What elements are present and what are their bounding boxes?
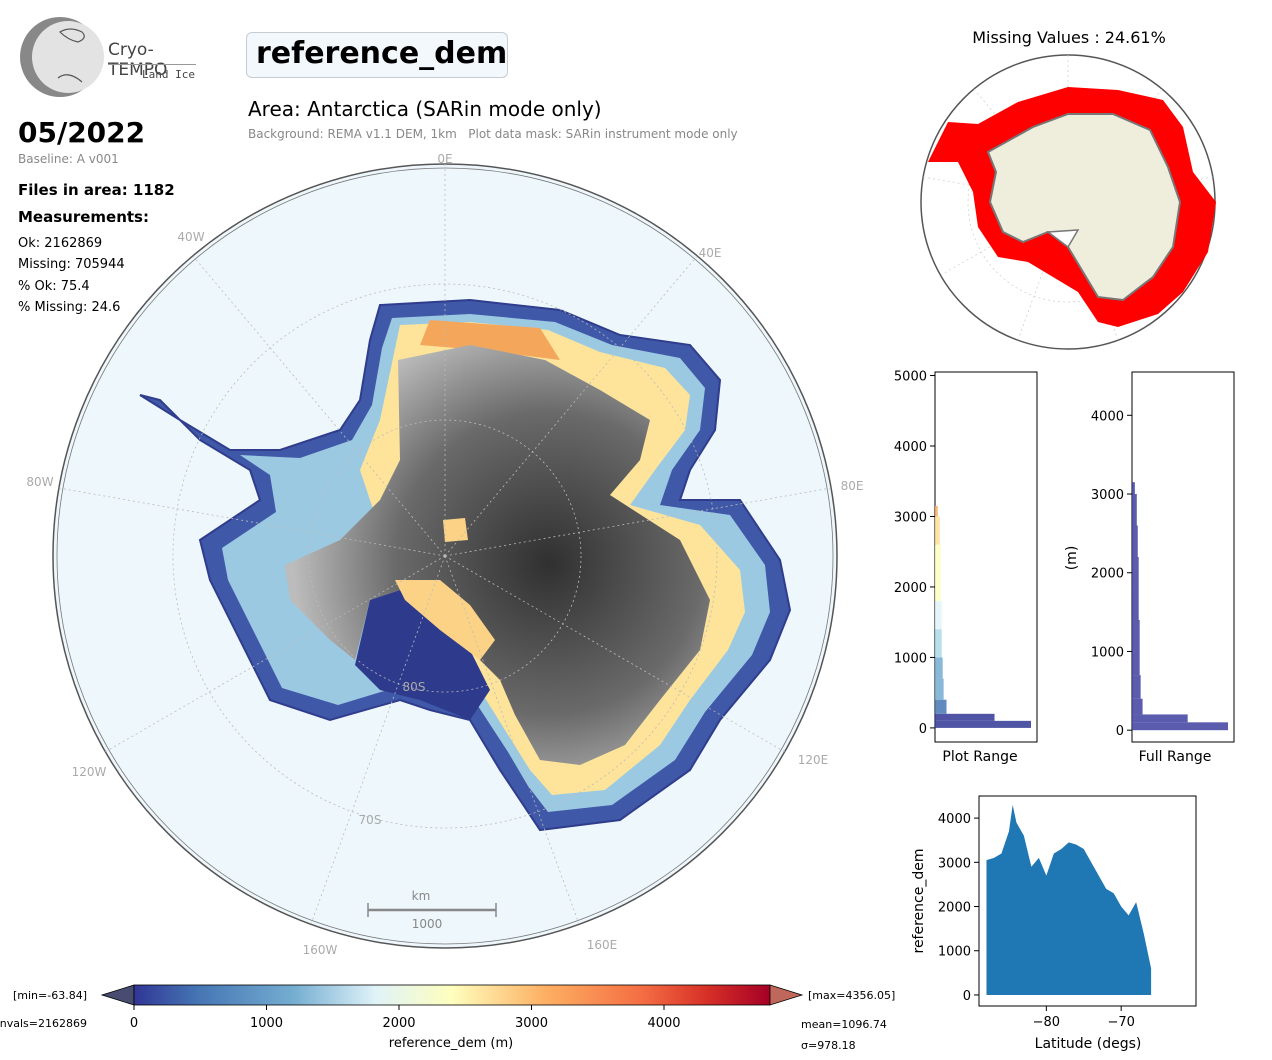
measurements-heading: Measurements: bbox=[18, 208, 149, 226]
logo-emblem-icon bbox=[20, 17, 104, 97]
histogram-bar bbox=[935, 629, 942, 658]
y-tick-label: 0 bbox=[1116, 724, 1124, 739]
histogram-bar bbox=[935, 720, 1031, 728]
baseline-label: Baseline: A v001 bbox=[18, 152, 119, 166]
cryo-tempo-logo: Cryo-TEMPO Land Ice bbox=[18, 16, 208, 102]
colorbar-tick-label: 3000 bbox=[515, 1016, 548, 1031]
histogram-ylabel: (m) bbox=[1064, 546, 1080, 571]
histogram-bar bbox=[1132, 482, 1135, 495]
scatter-xlabel: Latitude (degs) bbox=[1035, 1036, 1142, 1052]
lon-label: 80E bbox=[841, 479, 864, 493]
y-tick-label: 2000 bbox=[938, 901, 971, 916]
interior-dem bbox=[285, 345, 710, 765]
histogram-bar bbox=[1132, 525, 1138, 557]
y-tick-label: 3000 bbox=[894, 510, 927, 525]
y-tick-label: 2000 bbox=[1091, 567, 1124, 582]
scatter-points bbox=[986, 804, 1152, 995]
plot-range-histogram: 0 1000 2000 3000 4000 5000 Plot Range bbox=[894, 370, 1038, 765]
date-label: 05/2022 bbox=[18, 116, 146, 149]
colorbar-max-arrow bbox=[769, 984, 804, 1006]
lat-label: 70S bbox=[359, 813, 382, 827]
histogram-bar bbox=[1132, 619, 1140, 652]
colorbar-sigma: σ=978.18 bbox=[801, 1039, 856, 1052]
histogram-bar bbox=[935, 657, 943, 679]
histogram-bar bbox=[1132, 494, 1137, 526]
colorbar: 0 1000 2000 3000 4000 reference_dem (m) [min… bbox=[0, 984, 895, 1052]
colorbar-min-arrow bbox=[100, 984, 135, 1006]
colorbar-tick-label: 2000 bbox=[382, 1016, 415, 1031]
ok-count: Ok: 2162869 bbox=[18, 236, 103, 251]
missing-count: Missing: 705944 bbox=[18, 257, 125, 272]
histogram-xlabel: Plot Range bbox=[942, 749, 1017, 765]
x-tick-label: −80 bbox=[1033, 1015, 1060, 1030]
lon-label: 0E bbox=[437, 152, 452, 166]
histogram-bar bbox=[1132, 588, 1139, 620]
y-tick-label: 5000 bbox=[894, 370, 927, 385]
x-tick-label: −70 bbox=[1107, 1015, 1134, 1030]
histogram-bar bbox=[935, 516, 940, 545]
histogram-bar bbox=[1132, 675, 1141, 699]
colorbar-tick-label: 4000 bbox=[647, 1016, 680, 1031]
lat-label: 80S bbox=[403, 680, 426, 694]
colorbar-label: reference_dem (m) bbox=[389, 1036, 513, 1051]
colorbar-nvals: nvals=2162869 bbox=[0, 1017, 87, 1030]
logo-title: Cryo-TEMPO bbox=[108, 40, 168, 80]
pct-ok: % Ok: 75.4 bbox=[18, 279, 90, 294]
histogram-bar bbox=[935, 544, 941, 573]
y-tick-label: 2000 bbox=[894, 581, 927, 596]
y-tick-label: 1000 bbox=[894, 651, 927, 666]
missing-values-map bbox=[920, 54, 1216, 350]
histogram-bar bbox=[935, 505, 938, 517]
scale-bar bbox=[367, 903, 497, 917]
area-subtitle: Background: REMA v1.1 DEM, 1km Plot data… bbox=[248, 127, 738, 141]
lon-label: 160E bbox=[587, 938, 618, 952]
antarctica-map: 0E 40E 80E 120E 160E 160W 120W 80W 40W 8… bbox=[26, 152, 864, 957]
y-tick-label: 4000 bbox=[1091, 409, 1124, 424]
y-tick-label: 1000 bbox=[938, 945, 971, 960]
histogram-bar bbox=[1132, 722, 1228, 731]
lon-label: 80W bbox=[26, 475, 53, 489]
y-tick-label: 4000 bbox=[938, 812, 971, 827]
graticule bbox=[58, 164, 832, 925]
histogram-bar bbox=[935, 699, 947, 714]
files-label: Files in area: 1182 bbox=[18, 181, 175, 199]
histogram-bar bbox=[935, 713, 995, 721]
histogram-bar bbox=[1132, 651, 1140, 676]
scatter-ylabel: reference_dem bbox=[911, 849, 927, 954]
y-tick-label: 3000 bbox=[938, 856, 971, 871]
lon-label: 40W bbox=[177, 230, 204, 244]
histogram-bar bbox=[935, 678, 944, 700]
histogram-bar bbox=[1132, 698, 1143, 715]
lon-label: 40E bbox=[699, 246, 722, 260]
y-tick-label: 1000 bbox=[1091, 645, 1124, 660]
y-tick-label: 4000 bbox=[894, 440, 927, 455]
histogram-bar bbox=[935, 572, 941, 602]
colorbar-tick-label: 0 bbox=[130, 1016, 138, 1031]
continent bbox=[986, 113, 1182, 302]
parameter-title: reference_dem bbox=[246, 32, 508, 78]
colorbar-max: [max=4356.05] bbox=[808, 989, 895, 1002]
histogram-bar bbox=[1132, 557, 1139, 589]
lon-label: 120W bbox=[72, 765, 107, 779]
scale-unit: km bbox=[412, 889, 431, 903]
colorbar-min: [min=-63.84] bbox=[13, 989, 87, 1002]
colorbar-mean: mean=1096.74 bbox=[801, 1018, 887, 1031]
full-range-histogram: 0 1000 2000 3000 4000 (m) Full Range bbox=[1064, 371, 1235, 765]
missing-values-title: Missing Values : 24.61% bbox=[972, 28, 1166, 47]
area-title: Area: Antarctica (SARin mode only) bbox=[248, 97, 602, 121]
y-tick-label: 3000 bbox=[1091, 488, 1124, 503]
scale-value: 1000 bbox=[412, 917, 443, 931]
y-tick-label: 0 bbox=[919, 722, 927, 737]
pct-missing: % Missing: 24.6 bbox=[18, 300, 121, 315]
colorbar-gradient bbox=[133, 984, 771, 1006]
histogram-bar bbox=[935, 601, 942, 630]
logo-subtitle: Land Ice bbox=[142, 68, 195, 81]
y-tick-label: 0 bbox=[963, 989, 971, 1004]
colorbar-tick-label: 1000 bbox=[250, 1016, 283, 1031]
lon-label: 120E bbox=[798, 753, 829, 767]
lon-label: 160W bbox=[303, 943, 338, 957]
histogram-xlabel: Full Range bbox=[1139, 749, 1212, 765]
histogram-bar bbox=[1132, 714, 1188, 723]
